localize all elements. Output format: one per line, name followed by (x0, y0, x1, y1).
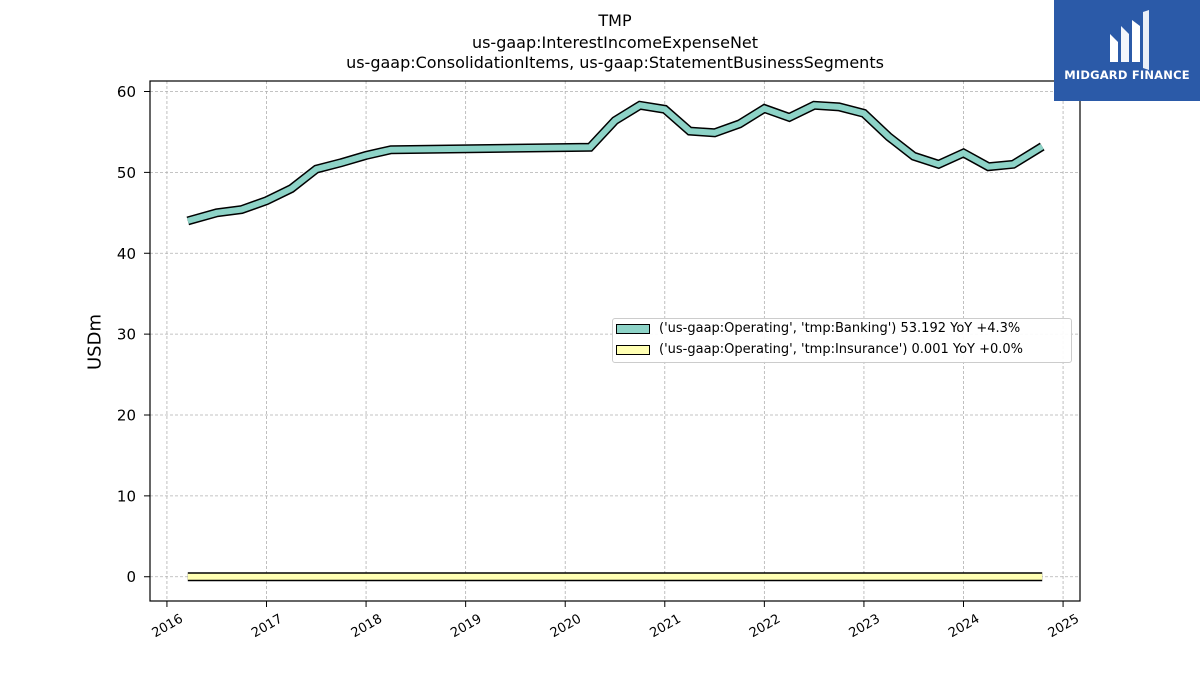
x-tick-label: 2017 (249, 612, 285, 642)
legend-item-insurance: ('us-gaap:Operating', 'tmp:Insurance') 0… (613, 341, 1071, 361)
plot-frame (149, 80, 1081, 602)
x-tick-label: 2020 (548, 612, 584, 642)
y-axis-label: USDm (84, 314, 106, 370)
brand-logo: MIDGARD FINANCE (1054, 0, 1200, 101)
chart-subtitle-dimensions: us-gaap:ConsolidationItems, us-gaap:Stat… (346, 53, 884, 72)
logo-text: MIDGARD FINANCE (1064, 68, 1190, 82)
y-tick-label: 40 (117, 245, 136, 263)
series-0-fill (186, 102, 1044, 224)
chart-subtitle-metric: us-gaap:InterestIncomeExpenseNet (471, 33, 759, 52)
series-0-line (186, 100, 1045, 226)
y-tick-label: 50 (117, 164, 136, 182)
chart-title: TMP (598, 11, 632, 30)
legend-item-banking: ('us-gaap:Operating', 'tmp:Banking') 53.… (613, 320, 1071, 340)
y-tick-label: 20 (117, 406, 136, 424)
x-tick-label: 2018 (349, 612, 385, 642)
x-tick-label: 2019 (448, 612, 484, 642)
y-tick-label: 10 (117, 487, 136, 505)
y-tick-label: 60 (117, 83, 136, 101)
y-tick-label: 30 (117, 326, 136, 344)
x-tick-label: 2016 (150, 612, 186, 642)
legend-swatch-banking (616, 324, 650, 334)
x-tick-label: 2022 (747, 612, 783, 642)
legend-swatch-insurance (616, 345, 650, 355)
x-tick-label: 2021 (647, 612, 683, 642)
x-tick-label: 2024 (946, 612, 982, 642)
legend-label-insurance: ('us-gaap:Operating', 'tmp:Insurance') 0… (659, 342, 1024, 357)
y-tick-label: 0 (126, 568, 136, 586)
x-tick-label: 2025 (1046, 612, 1082, 642)
logo-mark-icon (1110, 10, 1149, 70)
series-layer (186, 100, 1045, 582)
legend: ('us-gaap:Operating', 'tmp:Banking') 53.… (612, 318, 1072, 363)
x-tick-label: 2023 (847, 612, 883, 642)
legend-label-banking: ('us-gaap:Operating', 'tmp:Banking') 53.… (659, 321, 1021, 336)
